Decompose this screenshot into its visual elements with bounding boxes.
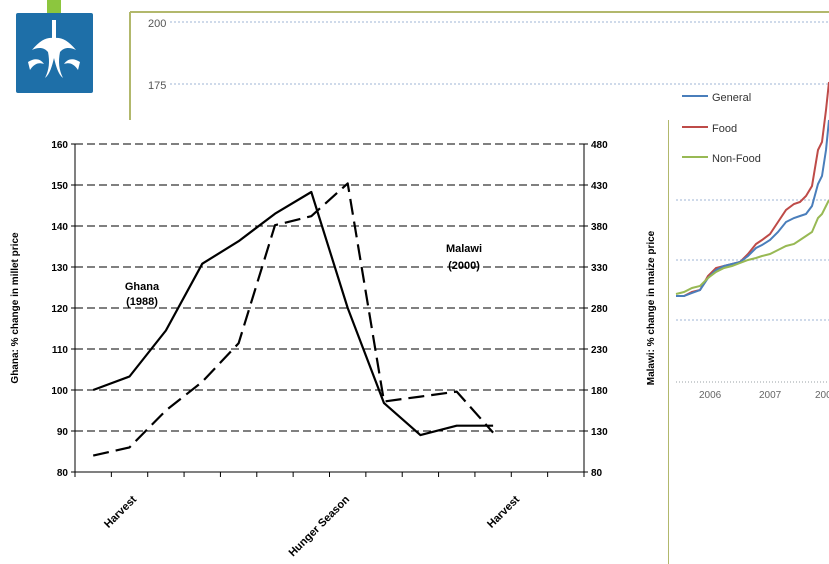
y-tick-label-right: 230 (591, 345, 608, 356)
logo (16, 0, 93, 93)
bg-x-tick-label: 200 (815, 390, 829, 401)
y-tick-label-left: 100 (51, 386, 68, 397)
bg-gridlines-right (676, 199, 829, 383)
series-label-ghana-year: (1988) (126, 296, 158, 308)
y-tick-label-right: 180 (591, 386, 608, 397)
y-axis-title-left: Ghana: % change in millet price (10, 232, 21, 384)
y-tick-label-left: 110 (52, 345, 69, 356)
y-tick-label-right: 330 (591, 263, 608, 274)
series-label-ghana: Ghana (125, 281, 160, 293)
y-tick-label-left: 150 (51, 181, 68, 192)
y-tick-label-left: 160 (51, 140, 68, 151)
series-label-malawi-year: (2000) (448, 260, 480, 272)
main-chart-plate (0, 120, 668, 564)
legend-label-food: Food (712, 123, 737, 135)
series (92, 182, 494, 457)
y-tick-label-left: 90 (57, 427, 69, 438)
y-tick-label-right: 280 (591, 304, 608, 315)
y-tick-label-right: 130 (591, 427, 608, 438)
series-line-malawi (92, 182, 494, 457)
y-tick-label-left: 80 (57, 468, 69, 479)
bg-series-line-food (676, 81, 829, 297)
series-line-ghana (92, 190, 494, 437)
bg-y-tick-label: 200 (148, 18, 166, 30)
ticks: 80 90 100 110 120 130 140 150 160 80 130 180 230 280 3… (51, 140, 608, 479)
bg-series-line-nonfood (675, 199, 829, 295)
bg-legend: General Food Non-Food (682, 92, 761, 165)
bg-x-tick-label: 2006 (699, 390, 722, 401)
legend-label-nonfood: Non-Food (712, 153, 761, 165)
logo-tree-icon (28, 20, 80, 78)
y-tick-label-left: 140 (51, 222, 68, 233)
y-tick-label-right: 80 (591, 468, 603, 479)
bg-y-tick-label: 175 (148, 80, 166, 92)
bg-x-tick-label: 2007 (759, 390, 782, 401)
y-tick-label-right: 430 (591, 181, 608, 192)
bg-series-line-general (676, 119, 829, 297)
y-axis-title-right: Malawi: % change in maize price (646, 230, 657, 385)
series-label-malawi: Malawi (446, 243, 482, 255)
y-tick-label-left: 120 (51, 304, 68, 315)
gridlines (75, 143, 584, 432)
y-tick-label-right: 480 (591, 140, 608, 151)
y-tick-label-right: 380 (591, 222, 608, 233)
legend-label-general: General (712, 92, 751, 104)
logo-accent (47, 0, 61, 14)
background-chart: 200 175 General Food Non-Food 2006 2007 … (129, 11, 829, 564)
y-tick-label-left: 130 (51, 263, 68, 274)
